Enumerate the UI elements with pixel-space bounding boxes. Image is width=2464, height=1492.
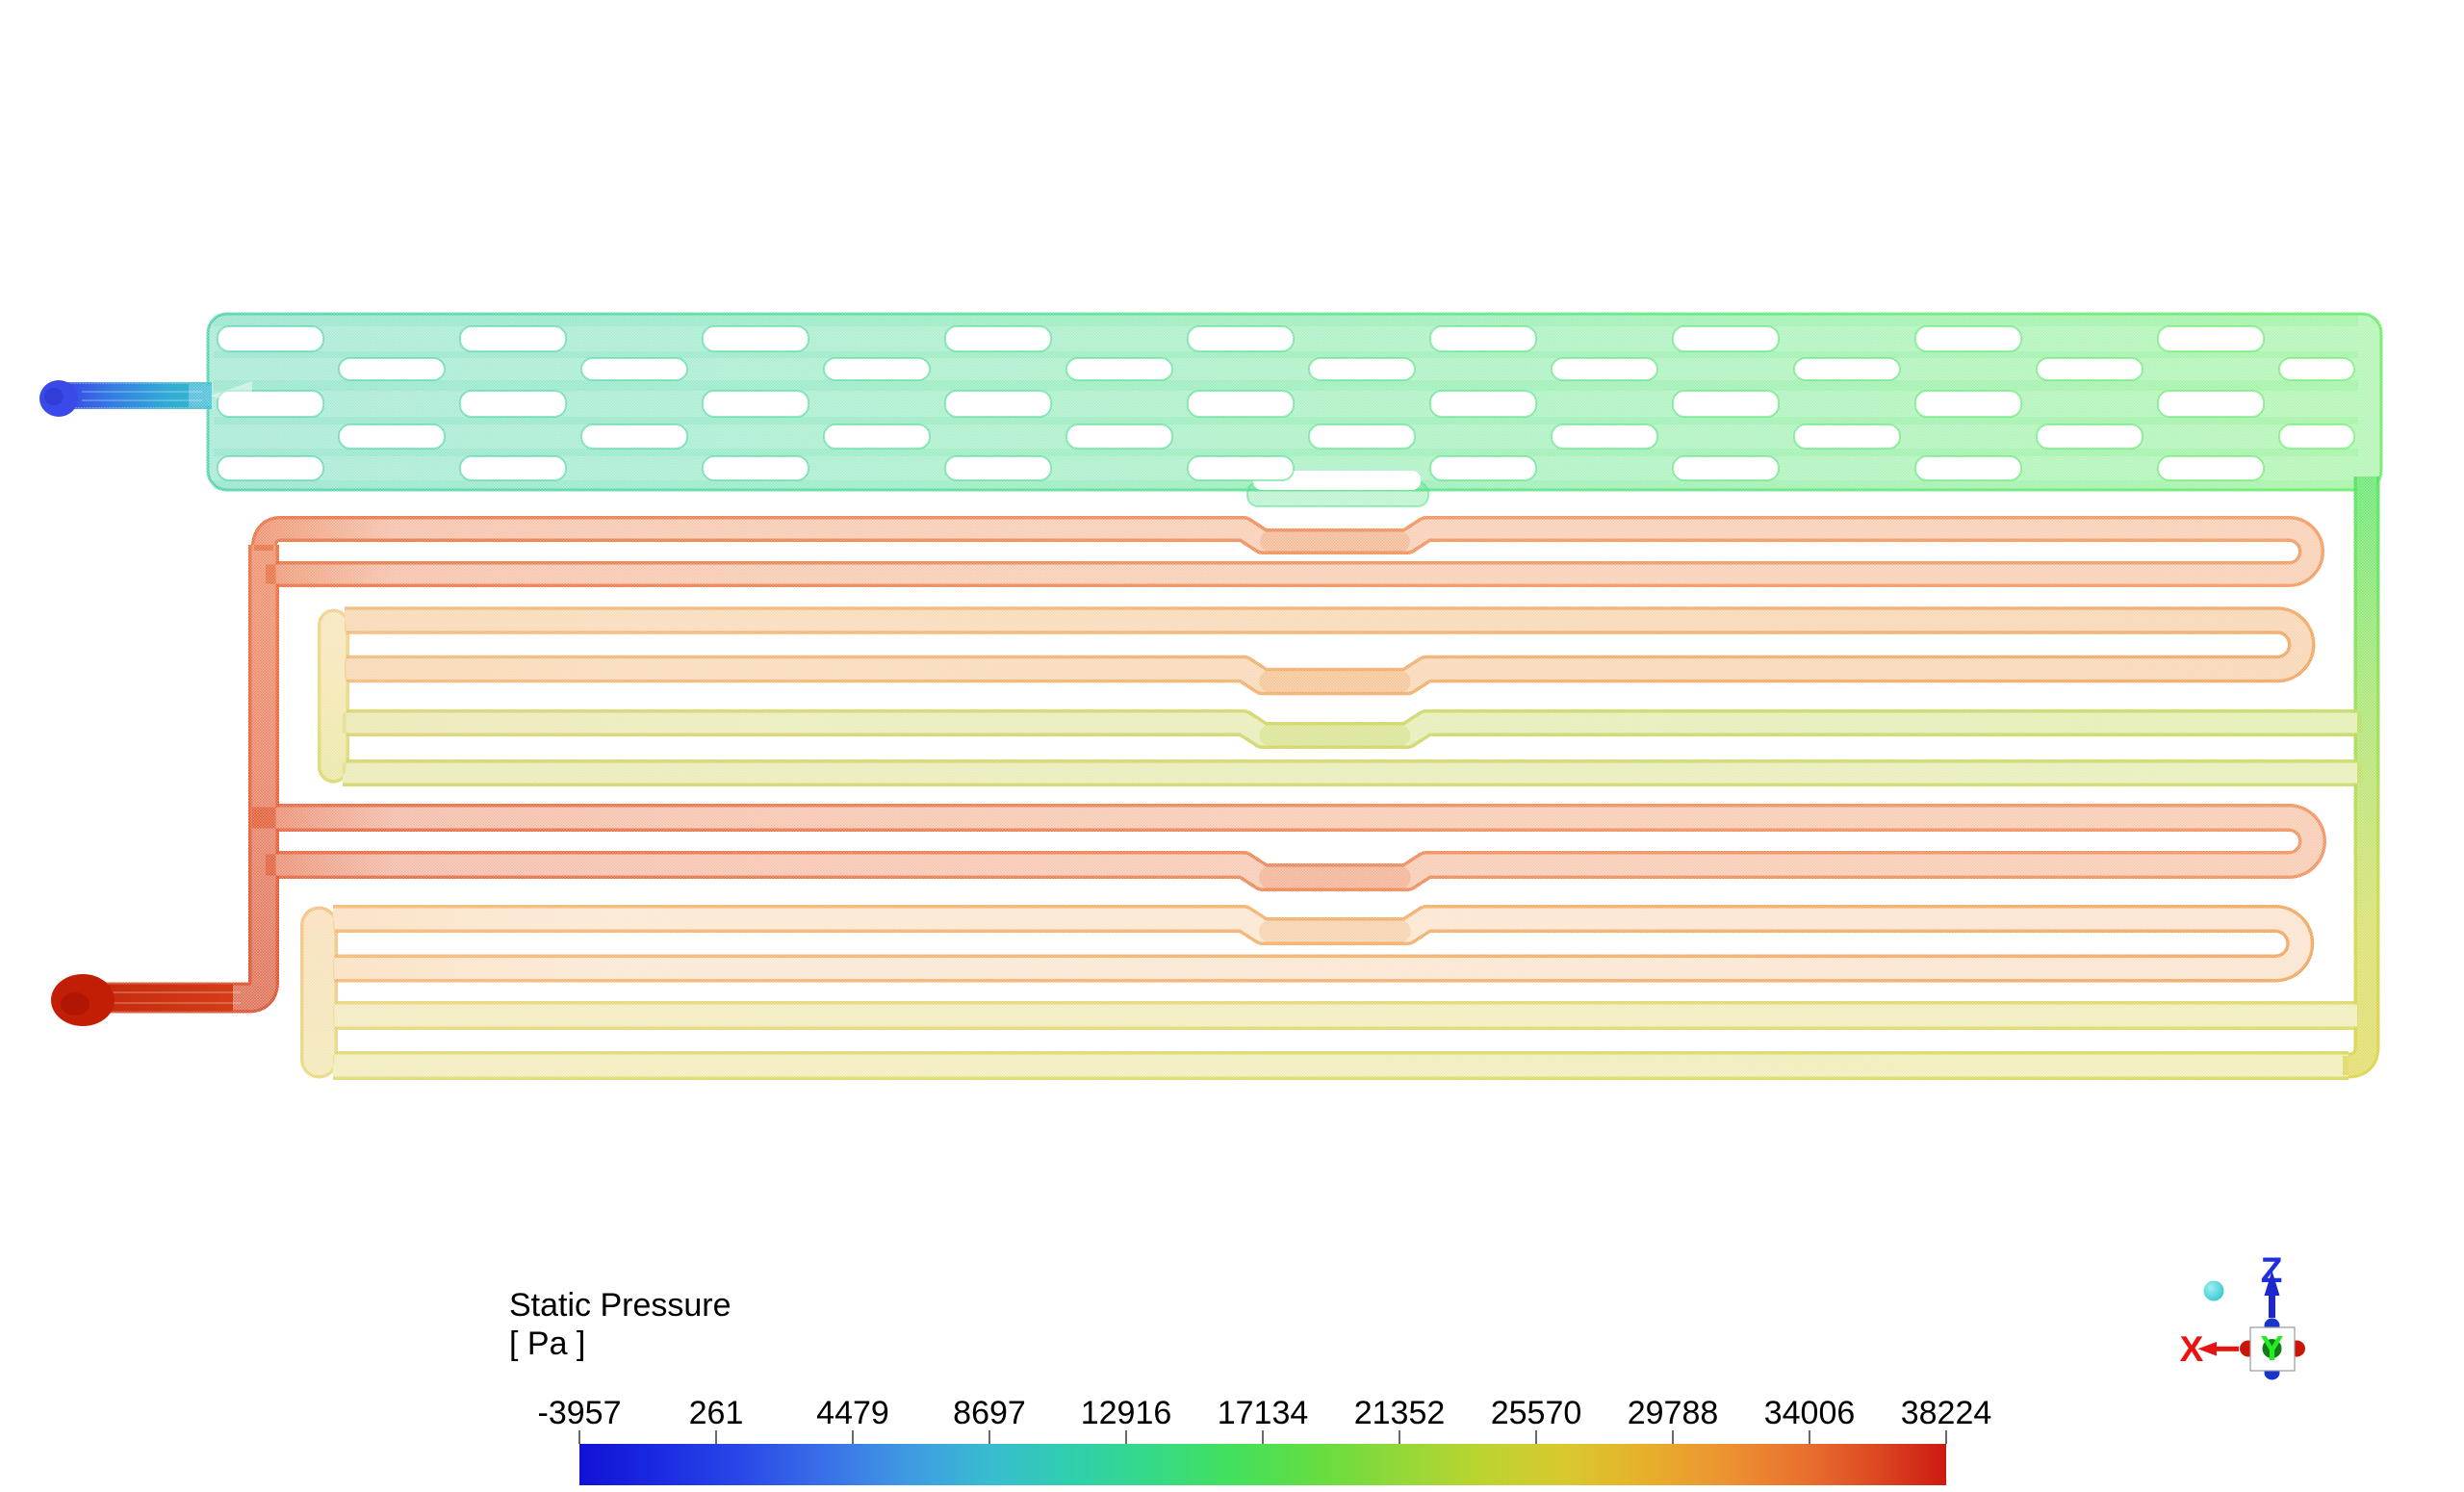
svg-text:261: 261 [689,1395,744,1431]
svg-text:X: X [2180,1329,2204,1369]
svg-text:Y: Y [2260,1328,2283,1368]
svg-text:29788: 29788 [1628,1395,1719,1431]
svg-text:38224: 38224 [1901,1395,1992,1431]
svg-text:17134: 17134 [1218,1395,1309,1431]
svg-text:8697: 8697 [953,1395,1026,1431]
svg-text:34006: 34006 [1764,1395,1856,1431]
svg-text:-3957: -3957 [538,1395,622,1431]
svg-text:21352: 21352 [1354,1395,1446,1431]
svg-text:4479: 4479 [816,1395,889,1431]
svg-text:Static Pressure: Static Pressure [509,1287,732,1324]
svg-text:Z: Z [2261,1250,2283,1290]
svg-text:[ Pa ]: [ Pa ] [509,1325,585,1362]
svg-text:25570: 25570 [1491,1395,1582,1431]
svg-text:12916: 12916 [1081,1395,1172,1431]
